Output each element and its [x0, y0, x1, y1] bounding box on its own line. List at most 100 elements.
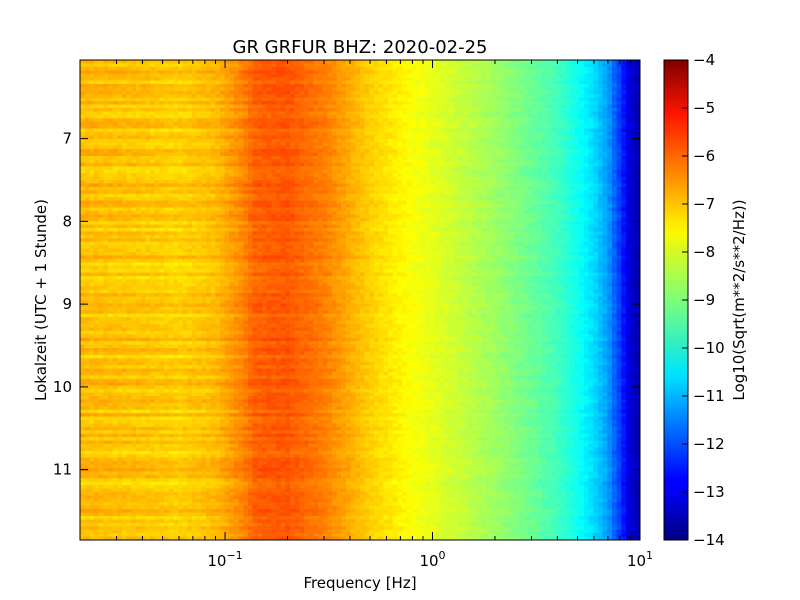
spectrogram-cell: [238, 217, 244, 222]
spectrogram-cell: [196, 282, 202, 287]
spectrogram-cell: [238, 474, 244, 479]
spectrogram-cell: [164, 409, 170, 414]
spectrogram-cell: [140, 341, 146, 346]
spectrogram-cell: [201, 293, 207, 298]
spectrogram-cell: [126, 536, 132, 540]
spectrogram-cell: [234, 457, 240, 462]
spectrogram-cell: [89, 108, 95, 113]
spectrogram-cell: [234, 63, 240, 68]
spectrogram-cell: [178, 457, 184, 462]
spectrogram-cell: [84, 502, 90, 507]
spectrogram-cell: [136, 365, 142, 370]
spectrogram-cell: [220, 255, 226, 260]
spectrogram-cell: [140, 423, 146, 428]
spectrogram-cell: [131, 351, 137, 356]
spectrogram-cell: [196, 80, 202, 85]
spectrogram-cell: [159, 334, 165, 339]
spectrogram-cell: [220, 526, 226, 531]
spectrogram-cell: [131, 461, 137, 466]
spectrogram-cell: [80, 190, 86, 195]
spectrogram-cell: [182, 529, 188, 534]
spectrogram-cell: [112, 224, 118, 229]
spectrogram-cell: [80, 289, 86, 294]
spectrogram-cell: [187, 471, 193, 476]
spectrogram-cell: [164, 533, 170, 538]
spectrogram-cell: [84, 108, 90, 113]
spectrogram-cell: [140, 461, 146, 466]
spectrogram-cell: [117, 142, 123, 147]
spectrogram-cell: [220, 80, 226, 85]
spectrogram-cell: [196, 248, 202, 253]
spectrogram-cell: [154, 526, 160, 531]
spectrogram-cell: [98, 145, 104, 150]
spectrogram-cell: [164, 505, 170, 510]
spectrogram-cell: [182, 296, 188, 301]
spectrogram-cell: [126, 447, 132, 452]
spectrogram-cell: [150, 522, 156, 527]
spectrogram-cell: [173, 94, 179, 99]
spectrogram-cell: [196, 416, 202, 421]
spectrogram-cell: [224, 90, 230, 95]
spectrogram-cell: [234, 368, 240, 373]
spectrogram-cell: [150, 238, 156, 243]
spectrogram-cell: [94, 108, 100, 113]
spectrogram-cell: [136, 200, 142, 205]
spectrogram-cell: [136, 372, 142, 377]
spectrogram-cell: [131, 94, 137, 99]
spectrogram-cell: [243, 204, 249, 209]
spectrogram-cell: [140, 138, 146, 143]
spectrogram-cell: [117, 276, 123, 281]
spectrogram-cell: [84, 104, 90, 109]
spectrogram-cell: [201, 337, 207, 342]
spectrogram-cell: [136, 111, 142, 116]
spectrogram-cell: [215, 488, 221, 493]
spectrogram-cell: [164, 416, 170, 421]
spectrogram-cell: [108, 80, 114, 85]
spectrogram-cell: [182, 478, 188, 483]
spectrogram-cell: [136, 296, 142, 301]
spectrogram-cell: [117, 454, 123, 459]
spectrogram-cell: [159, 450, 165, 455]
spectrogram-cell: [192, 437, 198, 442]
spectrogram-cell: [192, 409, 198, 414]
spectrogram-cell: [112, 190, 118, 195]
spectrogram-cell: [243, 368, 249, 373]
spectrogram-cell: [126, 372, 132, 377]
spectrogram-cell: [178, 358, 184, 363]
spectrogram-cell: [89, 478, 95, 483]
spectrogram-cell: [182, 512, 188, 517]
spectrogram-cell: [196, 258, 202, 263]
spectrogram-cell: [126, 241, 132, 246]
spectrogram-cell: [196, 296, 202, 301]
spectrogram-cell: [126, 481, 132, 486]
spectrogram-cell: [140, 344, 146, 349]
spectrogram-cell: [140, 536, 146, 540]
spectrogram-cell: [206, 375, 212, 380]
spectrogram-cell: [136, 214, 142, 219]
spectrogram-cell: [150, 66, 156, 71]
spectrogram-cell: [234, 66, 240, 71]
spectrogram-cell: [117, 529, 123, 534]
spectrogram-cell: [108, 162, 114, 167]
spectrogram-cell: [89, 505, 95, 510]
spectrogram-cell: [150, 426, 156, 431]
spectrogram-cell: [131, 108, 137, 113]
spectrogram-cell: [192, 111, 198, 116]
spectrogram-cell: [140, 118, 146, 123]
spectrogram-cell: [224, 498, 230, 503]
spectrogram-cell: [89, 265, 95, 270]
spectrogram-cell: [159, 186, 165, 191]
spectrogram-cell: [122, 97, 128, 102]
spectrogram-cell: [187, 73, 193, 78]
spectrogram-cell: [131, 372, 137, 377]
spectrogram-cell: [187, 169, 193, 174]
spectrogram-cell: [243, 84, 249, 89]
spectrogram-cell: [164, 159, 170, 164]
spectrogram-cell: [238, 406, 244, 411]
spectrogram-cell: [206, 238, 212, 243]
spectrogram-cell: [145, 461, 151, 466]
spectrogram-cell: [178, 317, 184, 322]
spectrogram-cell: [126, 238, 132, 243]
spectrogram-cell: [108, 197, 114, 202]
spectrogram-cell: [103, 231, 109, 236]
